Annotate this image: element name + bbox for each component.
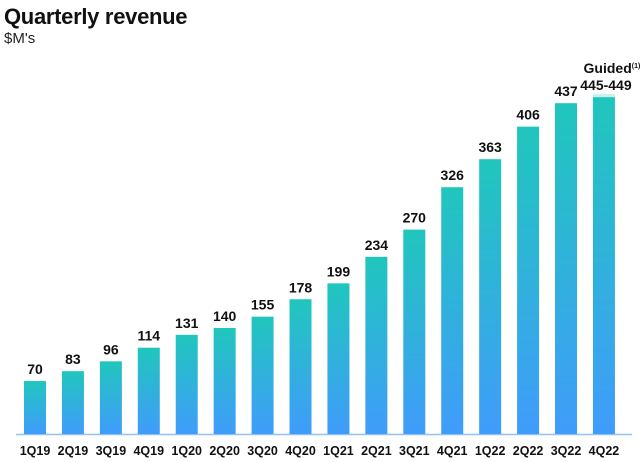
data-label-3Q22: 437 — [554, 83, 578, 99]
bar-1Q21 — [327, 283, 350, 434]
x-tick-label-3Q22: 3Q22 — [551, 444, 582, 458]
bar-4Q22 — [592, 97, 615, 434]
bar-2Q21 — [365, 256, 388, 434]
bar-3Q21 — [403, 229, 426, 434]
x-tick-label-4Q20: 4Q20 — [285, 444, 316, 458]
x-tick-label-4Q21: 4Q21 — [437, 444, 468, 458]
data-label-2Q21: 234 — [365, 237, 389, 253]
data-label-4Q19: 114 — [137, 328, 160, 344]
x-tick-label-3Q20: 3Q20 — [247, 444, 278, 458]
x-tick-label-1Q21: 1Q21 — [323, 444, 354, 458]
bar-4Q21 — [441, 187, 464, 434]
x-tick-label-4Q19: 4Q19 — [133, 444, 164, 458]
data-label-1Q22: 363 — [478, 139, 502, 155]
guidance-band — [592, 94, 615, 98]
bar-3Q20 — [251, 316, 274, 434]
data-label-2Q22: 406 — [516, 107, 540, 123]
data-label-3Q20: 155 — [251, 297, 275, 313]
data-label-1Q21: 199 — [327, 263, 351, 279]
x-tick-label-2Q22: 2Q22 — [513, 444, 544, 458]
data-label-2Q20: 140 — [213, 308, 237, 324]
data-label-3Q19: 96 — [103, 341, 119, 357]
bar-2Q19 — [61, 371, 84, 434]
chart-subtitle: $M's — [4, 30, 36, 47]
data-label-2Q19: 83 — [65, 351, 81, 367]
guidance-label: Guided(1) — [584, 60, 640, 76]
x-tick-label-1Q22: 1Q22 — [475, 444, 506, 458]
bar-2Q22 — [517, 126, 540, 435]
x-tick-label-1Q19: 1Q19 — [20, 444, 51, 458]
x-tick-label-2Q19: 2Q19 — [58, 444, 89, 458]
data-label-4Q21: 326 — [441, 167, 465, 183]
bar-4Q19 — [137, 347, 160, 434]
data-label-3Q21: 270 — [403, 210, 427, 226]
x-tick-label-4Q22: 4Q22 — [589, 444, 620, 458]
x-tick-label-2Q21: 2Q21 — [361, 444, 392, 458]
x-tick-label-3Q19: 3Q19 — [96, 444, 127, 458]
bar-1Q22 — [479, 159, 502, 435]
data-label-1Q20: 131 — [175, 315, 199, 331]
bar-3Q19 — [99, 361, 122, 434]
guidance-footnote: (1) — [632, 63, 640, 70]
bar-1Q19 — [24, 381, 46, 434]
bar-3Q22 — [555, 103, 578, 434]
x-tick-label-1Q20: 1Q20 — [171, 444, 202, 458]
bar-1Q20 — [175, 334, 198, 434]
bar-2Q20 — [213, 328, 236, 434]
x-tick-label-2Q20: 2Q20 — [209, 444, 240, 458]
x-tick-label-3Q21: 3Q21 — [399, 444, 430, 458]
guidance-range-label: 445-449 — [580, 77, 632, 93]
data-label-4Q20: 178 — [289, 279, 313, 295]
data-label-1Q19: 70 — [27, 361, 43, 377]
chart-title: Quarterly revenue — [4, 4, 188, 29]
bar-4Q20 — [289, 299, 312, 434]
